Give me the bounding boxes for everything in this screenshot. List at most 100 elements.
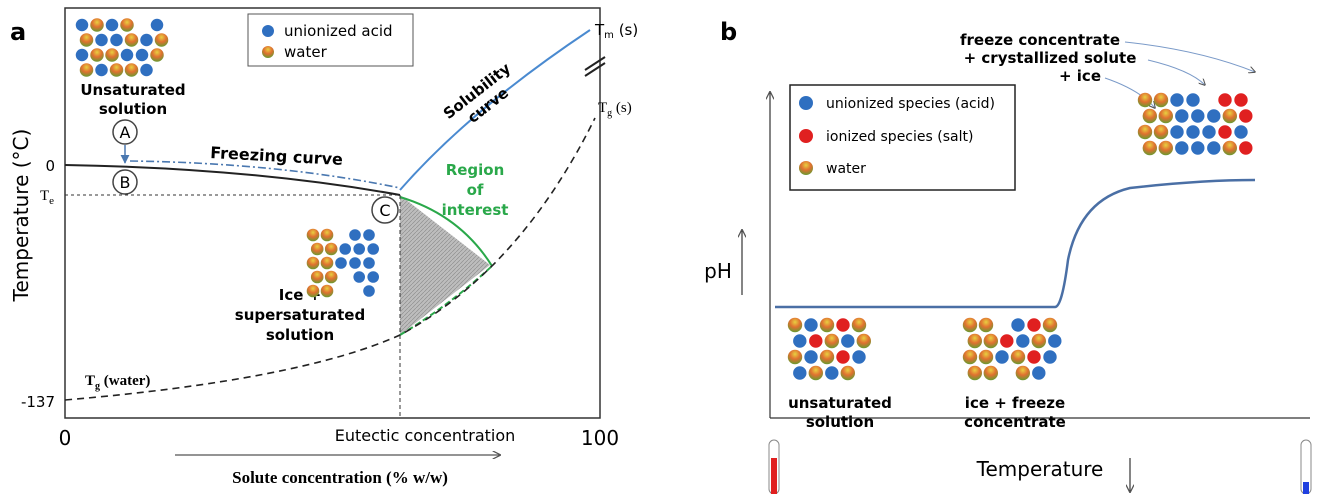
panel-b: b pH unionized species (acid) ionized sp… xyxy=(704,18,1311,494)
molecule-icon xyxy=(1138,125,1152,139)
tg-label: Tg (s) xyxy=(598,100,632,119)
te-label: Te xyxy=(40,188,54,207)
x-axis-title: Temperature xyxy=(976,457,1104,481)
molecule-icon xyxy=(1207,109,1221,123)
molecule-icon xyxy=(809,366,823,380)
x-tick-label: 0 xyxy=(59,426,72,450)
x-axis-title: Solute concentration (% w/w) xyxy=(232,468,448,487)
molecule-icon xyxy=(1175,141,1189,155)
molecule-icon xyxy=(1234,93,1248,107)
molecule-icon xyxy=(1000,334,1014,348)
molecule-icon xyxy=(321,285,334,298)
molecule-icon xyxy=(979,318,993,332)
molecule-icon xyxy=(125,33,139,47)
legend-label: water xyxy=(826,161,866,177)
molecule-icon xyxy=(841,334,855,348)
molecule-icon xyxy=(307,257,320,270)
annotation: concentrate xyxy=(964,413,1066,431)
molecule-icon xyxy=(1043,318,1057,332)
molecule-icon xyxy=(363,229,376,242)
molecule-icon xyxy=(1154,125,1168,139)
molecule-icon xyxy=(1159,141,1173,155)
legend-label: unionized acid xyxy=(284,22,393,40)
annotation: of xyxy=(467,181,484,199)
molecule-icon xyxy=(1186,93,1200,107)
thermometer-hot-fill xyxy=(771,458,777,494)
annotation: solution xyxy=(99,100,167,118)
molecule-icon xyxy=(1011,318,1025,332)
y-tick-label: 0 xyxy=(45,157,55,175)
molecule-icon xyxy=(1032,366,1046,380)
annotation: supersaturated xyxy=(235,306,365,324)
molecule-icon xyxy=(110,33,124,47)
molecule-icon xyxy=(311,271,324,284)
thermometer-cold-fill xyxy=(1303,482,1309,494)
molecule-icon xyxy=(1011,350,1025,364)
panel-label: a xyxy=(10,18,26,46)
x-tick-label: 100 xyxy=(581,426,619,450)
molecule-icon xyxy=(963,350,977,364)
molecule-icon xyxy=(367,271,380,284)
molecule-icon xyxy=(1154,93,1168,107)
molecule-icon xyxy=(804,318,818,332)
molecule-icon xyxy=(367,243,380,256)
molecule-icon xyxy=(836,318,850,332)
molecule-icon xyxy=(1223,109,1237,123)
molecule-icon xyxy=(325,243,338,256)
molecule-icon xyxy=(321,257,334,270)
annotation: solution xyxy=(266,326,334,344)
molecule-icon xyxy=(363,257,376,270)
molecule-icon xyxy=(836,350,850,364)
tg-water-label: Tg (water) xyxy=(85,373,150,392)
freezing-curve-solution xyxy=(130,161,400,188)
molecule-icon xyxy=(150,18,164,32)
molecule-icon xyxy=(1191,109,1205,123)
molecule-icon xyxy=(75,48,89,62)
ph-curve xyxy=(775,180,1255,307)
molecule-icon xyxy=(968,334,982,348)
molecule-icon xyxy=(1239,141,1253,155)
molecule-icon xyxy=(963,318,977,332)
molecule-icon xyxy=(155,33,169,47)
annotation: solution xyxy=(806,413,874,431)
molecule-icon xyxy=(95,33,109,47)
molecule-icon xyxy=(1234,125,1248,139)
annotation: freeze concentrate xyxy=(960,31,1120,49)
molecule-icon xyxy=(335,257,348,270)
molecule-icon xyxy=(788,318,802,332)
molecule-icon xyxy=(125,63,139,77)
molecule-icon xyxy=(1016,334,1030,348)
region-fill xyxy=(400,195,490,418)
legend-acid xyxy=(799,96,813,110)
pointer xyxy=(1148,60,1205,85)
molecule-icon xyxy=(135,48,149,62)
molecule-icon xyxy=(140,63,154,77)
annotation: Region xyxy=(446,161,505,179)
annotation: Unsaturated xyxy=(80,81,185,99)
point-label: B xyxy=(120,173,131,192)
molecule-icon xyxy=(1175,109,1189,123)
eutectic-label: Eutectic concentration xyxy=(335,426,516,445)
molecule-icon xyxy=(820,350,834,364)
legend-label: ionized species (salt) xyxy=(826,129,973,145)
molecule-icon xyxy=(105,48,119,62)
molecule-icon xyxy=(825,366,839,380)
molecule-icon xyxy=(90,18,104,32)
molecule-icon xyxy=(788,350,802,364)
molecule-icon xyxy=(1159,109,1173,123)
y-axis-title: Temperature (°C) xyxy=(9,129,33,303)
y-axis-title: pH xyxy=(704,259,732,283)
molecule-icon xyxy=(857,334,871,348)
molecule-icon xyxy=(311,243,324,256)
molecule-icon xyxy=(1027,318,1041,332)
point-label: C xyxy=(379,201,390,220)
molecule-icon xyxy=(1239,109,1253,123)
molecule-icon xyxy=(809,334,823,348)
molecule-icon xyxy=(979,350,993,364)
point-label: A xyxy=(120,123,131,142)
molecule-icon xyxy=(140,33,154,47)
molecule-icon xyxy=(841,366,855,380)
legend-label: water xyxy=(284,43,328,61)
axis-break xyxy=(585,57,605,70)
molecule-icon xyxy=(1027,350,1041,364)
